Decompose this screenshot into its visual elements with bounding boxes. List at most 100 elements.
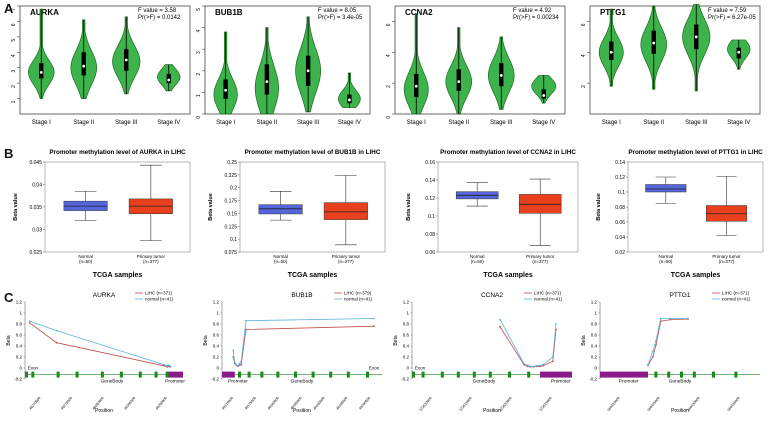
series-point: [551, 360, 554, 363]
y-tick-label: 6: [386, 23, 392, 26]
y-tick-label: -0.2: [401, 377, 409, 382]
x-category-label: Stage I: [32, 120, 51, 126]
x-tick-label: 40180000: [267, 396, 280, 411]
y-tick-label: 0.25: [227, 160, 237, 166]
x-category-label: Normal: [273, 254, 288, 259]
y-tick-label: 0.2: [591, 355, 598, 360]
x-category-label: Stage III: [115, 120, 138, 126]
x-category-label: Normal: [78, 254, 93, 259]
y-tick-label: 3: [196, 51, 202, 54]
exon-block: [311, 371, 315, 378]
y-tick-label: 0.08: [615, 205, 625, 211]
plot-frame: [394, 5, 566, 115]
x-tick-label: 46285000: [123, 396, 136, 411]
panel-label-c: C: [4, 290, 14, 305]
panel-label-b: B: [4, 146, 14, 161]
box-chart-3: Promoter methylation level of CCNA2 in L…: [406, 149, 579, 279]
series-point: [55, 329, 58, 332]
exon-block: [667, 371, 671, 378]
legend-label: normal (n=41): [145, 297, 174, 302]
x-axis-label: Position: [671, 408, 689, 414]
gene-region-label: GeneBody: [101, 379, 124, 385]
x-tick-label: 160420000: [606, 396, 620, 412]
chart-title: Promoter methylation level of AURKA in L…: [49, 149, 186, 156]
series-point: [235, 363, 238, 366]
y-tick-label: 0.12: [425, 196, 435, 202]
exon-block: [238, 371, 241, 378]
x-axis-label: Position: [293, 408, 311, 414]
legend-label: normal (n=41): [534, 297, 563, 302]
x-category-label: Stage I: [602, 120, 621, 126]
y-tick-label: 0.1: [230, 237, 237, 243]
series-point: [539, 364, 541, 367]
exon-block: [154, 371, 158, 378]
y-tick-label: 0.035: [29, 205, 42, 211]
y-tick-label: 1: [406, 311, 409, 316]
x-axis-label: TCGA samples: [93, 272, 143, 279]
violin-median-point: [167, 78, 171, 82]
series-point: [551, 356, 554, 358]
y-tick-label: 0.02: [615, 250, 625, 256]
series-point: [238, 362, 241, 365]
x-tick-label: 160435000: [726, 396, 740, 412]
y-tick-label: 0: [216, 366, 219, 371]
y-tick-label: 0.16: [425, 160, 435, 166]
series-point: [526, 364, 529, 367]
exon-block: [421, 371, 425, 378]
series-point: [167, 364, 170, 367]
f-value-label: F value = 8.05: [318, 8, 357, 14]
y-axis-label: Beta: [393, 335, 399, 346]
series-point: [169, 365, 172, 368]
exon-block: [440, 371, 444, 378]
exon-block: [527, 371, 531, 378]
y-tick-label: 3: [11, 69, 17, 72]
series-point: [529, 365, 532, 368]
line-chart-aurka: AURKA -0.2 0 0.2 0.4 0.6 0.8 1 1.2 Beta LIHC (n=37…: [6, 291, 185, 415]
chart-title: CCNA2: [405, 8, 433, 17]
y-tick-label: 0.15: [227, 211, 237, 217]
y-tick-label: 6: [11, 23, 17, 26]
y-tick-label: 0.4: [403, 344, 410, 349]
exon-block: [734, 371, 738, 378]
x-category-label: Stage IV: [157, 120, 180, 126]
x-category-label: Stage IV: [338, 120, 361, 126]
legend-label: normal (n=41): [344, 297, 373, 302]
y-tick-label: 6: [581, 23, 587, 26]
line-chart-ccna2: CCNA2 -0.2 0 0.2 0.4 0.6 0.8 1 1.2 Beta LIHC (n=37…: [393, 291, 572, 414]
x-category-label: Stage II: [643, 120, 664, 126]
series-point: [647, 363, 649, 366]
x-category-label: Stage IV: [727, 120, 750, 126]
series-point: [233, 361, 236, 364]
promoter-region: [540, 371, 572, 378]
x-category-label: Stage III: [490, 120, 513, 126]
y-tick-label: -0.2: [14, 377, 22, 382]
x-category-label: Primary tumor: [137, 254, 166, 259]
plot-frame: [239, 161, 386, 253]
x-count-label: (n=377): [143, 259, 159, 264]
exon-block: [329, 371, 333, 378]
series-point: [240, 360, 243, 363]
y-axis-label: Beta: [6, 335, 12, 346]
series-point: [55, 341, 58, 344]
chart-title: Promoter methylation level of CCNA2 in L…: [440, 149, 576, 156]
legend-label: LIHC (n=371): [145, 291, 173, 296]
exon-block: [654, 371, 658, 378]
x-tick-label: 40190000: [313, 396, 326, 411]
series-point: [240, 363, 243, 366]
exon-block: [346, 371, 350, 378]
series-point: [28, 320, 31, 323]
y-tick-label: 1.2: [403, 300, 410, 305]
series-line-normal-n-41: [647, 318, 688, 365]
y-tick-label: -0.2: [211, 377, 219, 382]
y-tick-label: 2: [11, 85, 17, 88]
series-point: [659, 317, 662, 320]
violin-iqr-box: [456, 69, 461, 91]
series-point: [655, 344, 657, 346]
line-chart-bub1b: BUB1B -0.2 0 0.2 0.4 0.6 0.8 1 1.2 Beta LIHC (n=37…: [203, 291, 382, 414]
y-tick-label: 0.6: [403, 333, 410, 338]
x-axis-label: TCGA samples: [671, 272, 721, 279]
exon-block: [412, 371, 415, 378]
y-tick-label: 2: [581, 85, 587, 88]
x-category-label: Stage I: [216, 120, 235, 126]
